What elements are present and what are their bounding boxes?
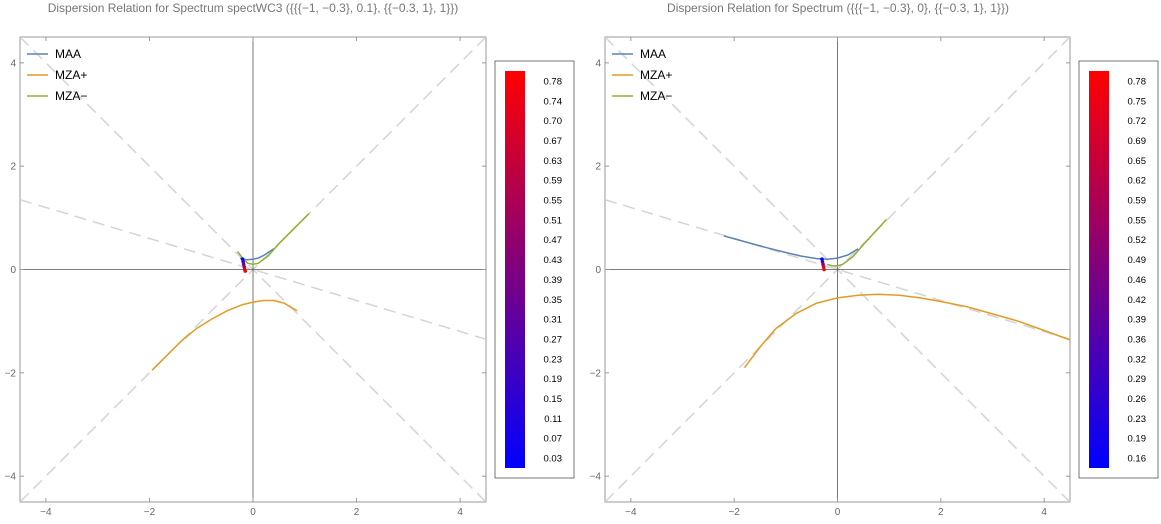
series-line-MZA+ xyxy=(743,293,1070,369)
colorbar-label: 0.26 xyxy=(1128,394,1147,405)
colorbar-label: 0.67 xyxy=(544,136,563,147)
y-tick-label: 4 xyxy=(10,58,16,69)
colorbar-label: 0.62 xyxy=(1128,176,1147,187)
x-tick-label: 4 xyxy=(457,507,463,518)
colorbar-label: 0.75 xyxy=(1128,96,1147,107)
legend-label-MAA: MAA xyxy=(640,47,666,61)
y-tick-label: 4 xyxy=(595,58,601,69)
colorbar-label: 0.46 xyxy=(1128,275,1147,286)
colorbar-label: 0.27 xyxy=(544,334,563,345)
y-tick-label: 0 xyxy=(595,265,601,276)
colorbar-label: 0.65 xyxy=(1128,156,1147,167)
colorbar-label: 0.31 xyxy=(544,315,563,326)
colorbar-label: 0.39 xyxy=(544,275,563,286)
colorbar-label: 0.03 xyxy=(544,454,563,465)
x-tick-label: −4 xyxy=(40,507,52,518)
spectrum-point xyxy=(243,269,248,273)
x-tick-label: 0 xyxy=(250,507,256,518)
y-tick-label: −2 xyxy=(590,368,602,379)
colorbar-label: 0.72 xyxy=(1128,116,1147,127)
x-tick-label: 2 xyxy=(938,507,944,518)
colorbar-label: 0.52 xyxy=(1128,235,1147,246)
plot-area xyxy=(20,37,486,502)
left-dispersion-chart: Dispersion Relation for Spectrum spectWC… xyxy=(5,1,575,518)
y-tick-label: 0 xyxy=(10,265,16,276)
x-tick-label: 2 xyxy=(354,507,360,518)
colorbar-label: 0.39 xyxy=(1128,315,1147,326)
colorbar-gradient xyxy=(1089,71,1109,468)
colorbar-label: 0.43 xyxy=(544,255,563,266)
y-tick-label: 2 xyxy=(595,162,601,173)
x-tick-label: −2 xyxy=(728,507,740,518)
colorbar-label: 0.42 xyxy=(1128,295,1147,306)
colorbar-label: 0.47 xyxy=(544,235,563,246)
colorbar-label: 0.15 xyxy=(544,394,563,405)
legend: MAA MZA+ MZA− xyxy=(27,47,87,103)
colorbar-label: 0.59 xyxy=(544,176,563,187)
colorbar-label: 0.78 xyxy=(1128,76,1147,87)
legend-label-MAA: MAA xyxy=(55,47,81,61)
x-tick-label: −4 xyxy=(625,507,637,518)
plot-area xyxy=(605,37,1070,502)
colorbar-label: 0.19 xyxy=(544,374,563,385)
colorbar-label: 0.51 xyxy=(544,215,563,226)
colorbar-label: 0.16 xyxy=(1128,454,1147,465)
series-line-MZA− xyxy=(236,213,310,266)
colorbar-label: 0.59 xyxy=(1128,196,1147,207)
guide-line-2 xyxy=(605,199,1070,340)
colorbar-label: 0.70 xyxy=(544,116,563,127)
y-tick-label: −4 xyxy=(590,472,602,483)
colorbar-label: 0.55 xyxy=(1128,215,1147,226)
chart-title: Dispersion Relation for Spectrum spectWC… xyxy=(48,1,459,15)
legend-label-MZA−: MZA− xyxy=(55,89,87,103)
series-line-MAA xyxy=(723,235,859,260)
colorbar-label: 0.63 xyxy=(544,156,563,167)
legend: MAA MZA+ MZA− xyxy=(612,47,672,103)
colorbar: 0.78 0.74 0.70 0.67 0.63 0.59 0.55 0.51 0.47 0.43… xyxy=(494,60,575,479)
series-line-MZA+ xyxy=(151,299,298,371)
colorbar-label: 0.07 xyxy=(544,434,563,445)
colorbar-label: 0.23 xyxy=(544,354,563,365)
colorbar-label: 0.29 xyxy=(1128,374,1147,385)
legend-label-MZA−: MZA− xyxy=(640,89,672,103)
chart-title: Dispersion Relation for Spectrum ({{{−1,… xyxy=(667,1,1009,15)
colorbar-gradient xyxy=(505,71,525,468)
guide-line-2 xyxy=(20,199,486,340)
colorbar-label: 0.11 xyxy=(544,414,562,425)
x-tick-label: 0 xyxy=(835,507,841,518)
spectrum-point xyxy=(822,267,826,272)
colorbar-label: 0.74 xyxy=(544,96,563,107)
colorbar-label: 0.49 xyxy=(1128,255,1147,266)
colorbar-label: 0.69 xyxy=(1128,136,1147,147)
series-line-MZA− xyxy=(826,218,888,267)
colorbar-label: 0.23 xyxy=(1128,414,1147,425)
y-tick-label: 2 xyxy=(10,162,16,173)
colorbar-label: 0.35 xyxy=(544,295,563,306)
colorbar: 0.78 0.75 0.72 0.69 0.65 0.62 0.59 0.55 0.52 0.49… xyxy=(1078,60,1159,479)
y-tick-label: −4 xyxy=(5,472,17,483)
colorbar-label: 0.55 xyxy=(544,196,563,207)
colorbar-label: 0.78 xyxy=(544,76,563,87)
colorbar-label: 0.32 xyxy=(1128,354,1147,365)
legend-label-MZA+: MZA+ xyxy=(640,68,672,82)
right-dispersion-chart: Dispersion Relation for Spectrum ({{{−1,… xyxy=(590,1,1159,518)
x-tick-label: −2 xyxy=(144,507,156,518)
colorbar-label: 0.19 xyxy=(1128,434,1147,445)
y-tick-label: −2 xyxy=(5,368,17,379)
x-tick-label: 4 xyxy=(1041,507,1047,518)
colorbar-label: 0.36 xyxy=(1128,334,1147,345)
legend-label-MZA+: MZA+ xyxy=(55,68,87,82)
